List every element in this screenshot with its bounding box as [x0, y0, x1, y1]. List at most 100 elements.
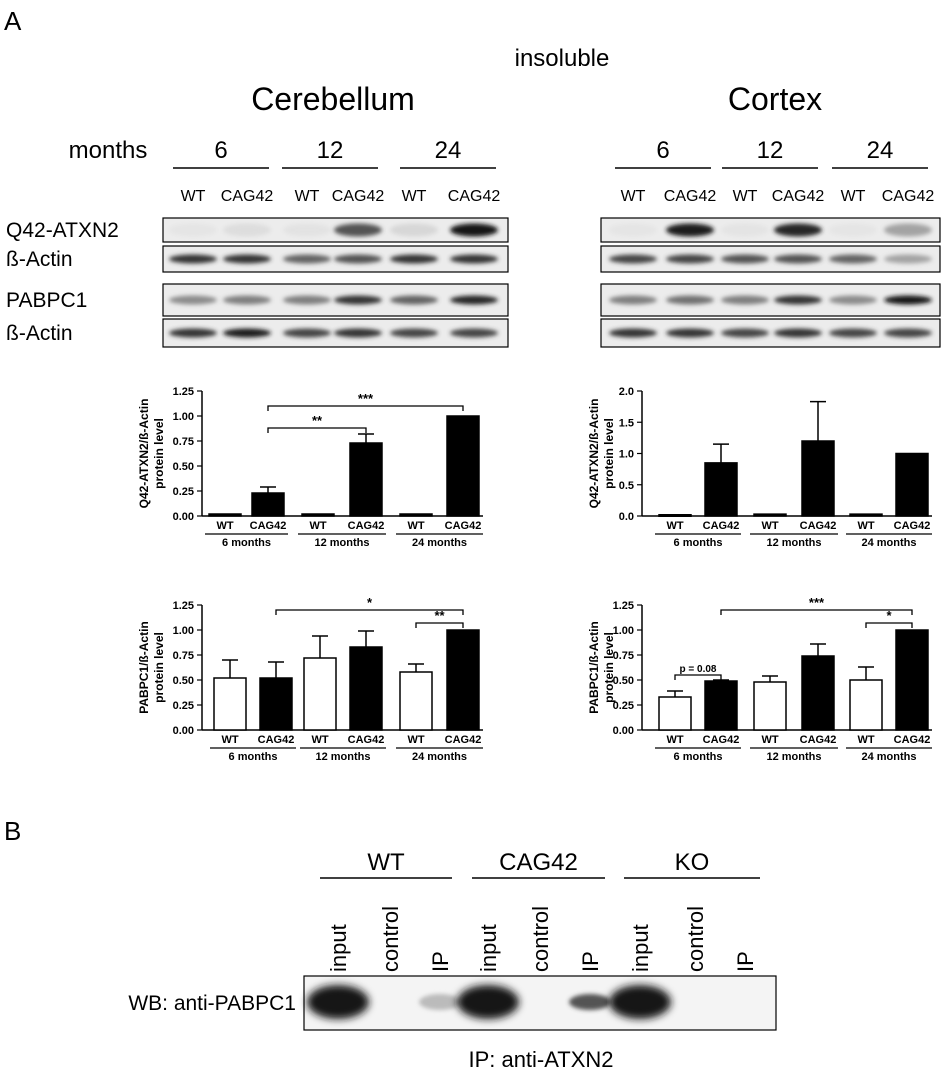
y-tick-label: 0.50	[613, 675, 634, 687]
significance-bracket	[275, 609, 464, 615]
blot-strip	[162, 217, 509, 243]
bar	[251, 492, 285, 517]
group-label: 6 months	[229, 751, 278, 763]
genotype-label: KO	[675, 849, 710, 876]
significance-label: **	[312, 413, 323, 428]
bar	[753, 513, 787, 517]
blot-band	[609, 254, 657, 264]
y-tick-label: 1.0	[619, 449, 634, 461]
x-tick-label: CAG42	[703, 734, 740, 746]
lane-label: WT	[841, 188, 866, 205]
blot-band	[774, 254, 822, 264]
region-title: Cortex	[728, 81, 822, 117]
bar	[399, 671, 433, 731]
lane-label: CAG42	[664, 188, 717, 205]
y-tick-label: 0.75	[613, 650, 634, 662]
blot-band	[721, 328, 769, 338]
group-label: 24 months	[861, 751, 916, 763]
blot-strip	[600, 318, 941, 348]
blot-band	[390, 254, 438, 264]
months-label: months	[69, 137, 148, 164]
group-label: 24 months	[412, 751, 467, 763]
blot-band	[390, 328, 438, 338]
y-tick-label: 1.5	[619, 417, 634, 429]
blot-band	[666, 223, 714, 237]
bar	[259, 677, 293, 731]
blot-band	[609, 328, 657, 338]
blot-band	[609, 295, 657, 305]
group-label: 12 months	[766, 751, 821, 763]
lane-label: IP	[578, 951, 603, 972]
blot-band	[450, 295, 498, 305]
bar	[213, 677, 247, 731]
blot-band	[666, 295, 714, 305]
bar-chart-1: 0.0 0.5 1.0 1.5 2.0 Q42-ATXN2/ß-Actin protein …	[587, 386, 932, 549]
blot-band	[774, 223, 822, 237]
blot-band	[721, 295, 769, 305]
bar	[301, 513, 335, 517]
lane-label: WT	[733, 188, 758, 205]
x-tick-label: CAG42	[250, 520, 287, 532]
group-label: 24 months	[412, 537, 467, 549]
bar-chart-0: 0.00 0.25 0.50 0.75 1.00 1.25 Q42-ATXN2/ß-Acti…	[137, 386, 483, 549]
y-tick-label: 0.50	[173, 675, 194, 687]
bar	[704, 680, 738, 731]
timepoint-label: 24	[867, 137, 894, 164]
group-label: 6 months	[674, 537, 723, 549]
lane-label: CAG42	[882, 188, 935, 205]
wb-label: WB: anti-PABPC1	[128, 992, 296, 1015]
lane-label: WT	[295, 188, 320, 205]
blot-strip	[162, 245, 509, 273]
blot-band	[829, 295, 877, 305]
significance-label: **	[434, 608, 445, 623]
x-tick-label: CAG42	[348, 734, 385, 746]
blot-band	[169, 254, 217, 264]
x-tick-label: CAG42	[800, 520, 837, 532]
blot-band	[450, 254, 498, 264]
y-axis-label: protein level	[602, 418, 616, 489]
significance-bracket	[720, 609, 913, 615]
coip-band	[609, 985, 671, 1019]
bar	[753, 681, 787, 731]
blot-band	[283, 223, 331, 237]
blot-band	[390, 223, 438, 237]
bar	[208, 513, 242, 517]
blot-band	[829, 254, 877, 264]
lane-label: CAG42	[332, 188, 385, 205]
coip-band	[307, 985, 369, 1019]
panel-b-label: B	[4, 816, 21, 846]
blot-strip	[162, 318, 509, 348]
blot-band	[721, 254, 769, 264]
y-tick-label: 0.75	[173, 650, 194, 662]
x-tick-label: WT	[857, 520, 874, 532]
blot-band	[283, 328, 331, 338]
blot-label: Q42-ATXN2	[6, 219, 119, 242]
significance-label: ***	[358, 391, 374, 406]
blot-band	[223, 254, 271, 264]
bar	[446, 415, 480, 517]
bar	[658, 514, 692, 517]
x-tick-label: CAG42	[348, 520, 385, 532]
blot-label: ß-Actin	[6, 322, 73, 345]
y-axis-label: PABPC1/ß-Actin	[137, 621, 151, 713]
bar	[849, 513, 883, 517]
coip-blot-panel: WT CAG42 KO input control IP input control IP inp…	[128, 849, 777, 1072]
x-tick-label: WT	[666, 734, 683, 746]
blot-frame	[600, 245, 941, 273]
fraction-label: insoluble	[515, 45, 610, 72]
bar	[303, 657, 337, 731]
group-label: 12 months	[766, 537, 821, 549]
blot-strip	[600, 245, 941, 273]
significance-bracket	[267, 427, 367, 433]
x-tick-label: WT	[221, 734, 238, 746]
blot-band	[774, 295, 822, 305]
y-tick-label: 0.50	[173, 461, 194, 473]
significance-bracket	[415, 622, 464, 628]
significance-bracket	[267, 405, 464, 411]
genotype-label: CAG42	[499, 849, 578, 876]
bar	[349, 442, 383, 517]
bar	[349, 646, 383, 731]
y-tick-label: 0.5	[619, 480, 634, 492]
x-tick-label: WT	[857, 734, 874, 746]
